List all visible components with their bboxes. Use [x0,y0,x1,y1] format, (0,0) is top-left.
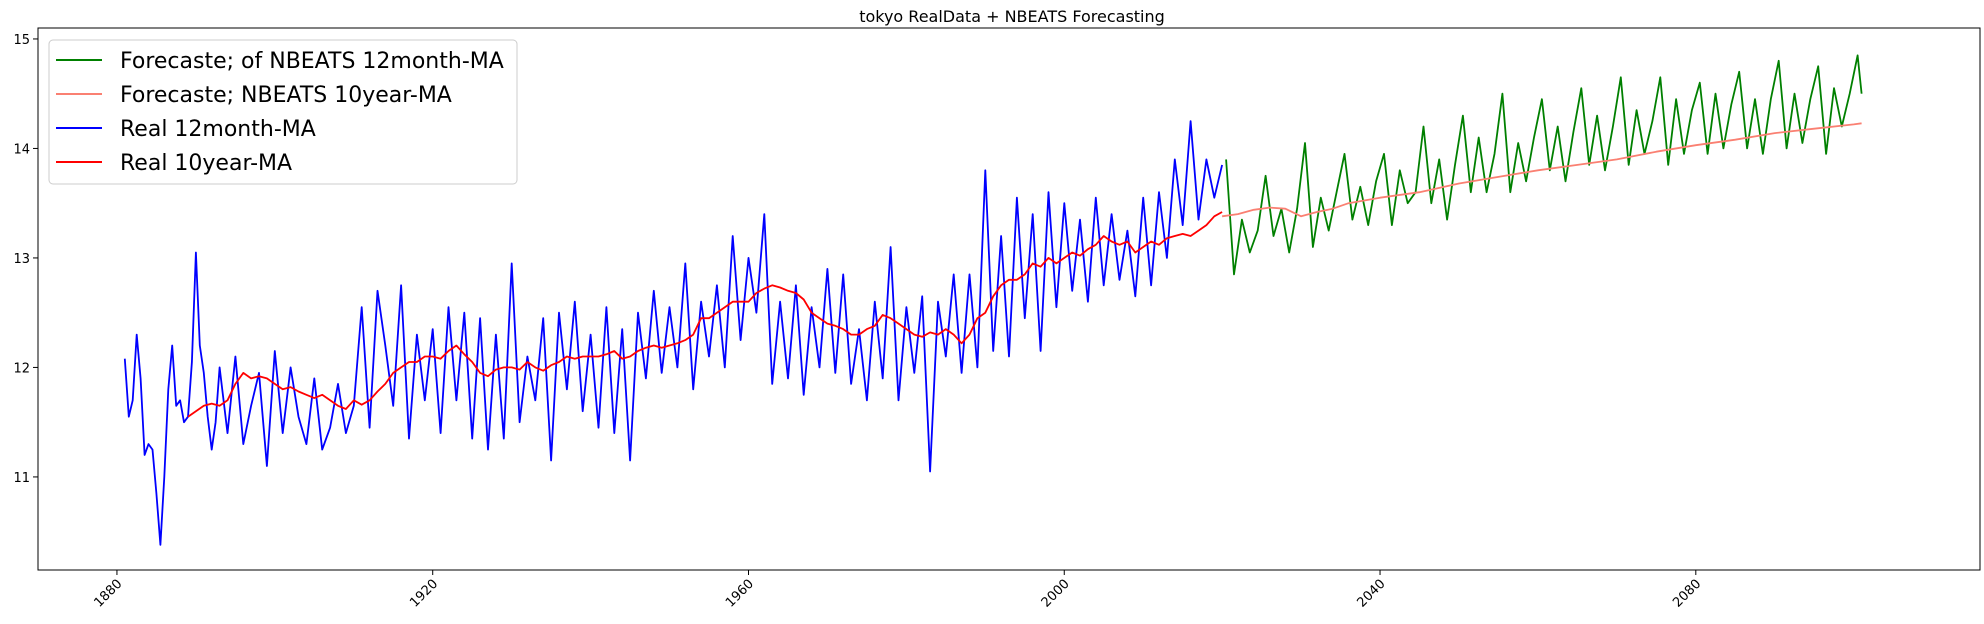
y-tick-label: 15 [13,33,30,48]
series-line-3 [187,211,1223,418]
legend-label-2: Real 12month-MA [120,117,316,142]
plot-area [123,54,1863,546]
y-tick-label: 11 [13,471,30,486]
y-tick-label: 14 [13,142,30,157]
y-axis: 11 12 13 14 15 [13,33,38,486]
chart-title: tokyo RealData + NBEATS Forecasting [859,7,1165,26]
series-line-1 [1221,122,1862,218]
series-line-2 [123,120,1223,546]
y-tick-label: 12 [13,361,30,376]
legend-label-1: Forecaste; NBEATS 10year-MA [120,83,452,108]
plot-frame [37,27,1981,571]
series-line-0 [1225,54,1863,276]
y-tick-label: 13 [13,252,30,267]
legend-box [48,39,518,185]
legend-label-0: Forecaste; of NBEATS 12month-MA [120,49,504,74]
legend-label-3: Real 10year-MA [120,151,292,176]
legend: Forecaste; of NBEATS 12month-MA Forecaste… [48,39,518,185]
